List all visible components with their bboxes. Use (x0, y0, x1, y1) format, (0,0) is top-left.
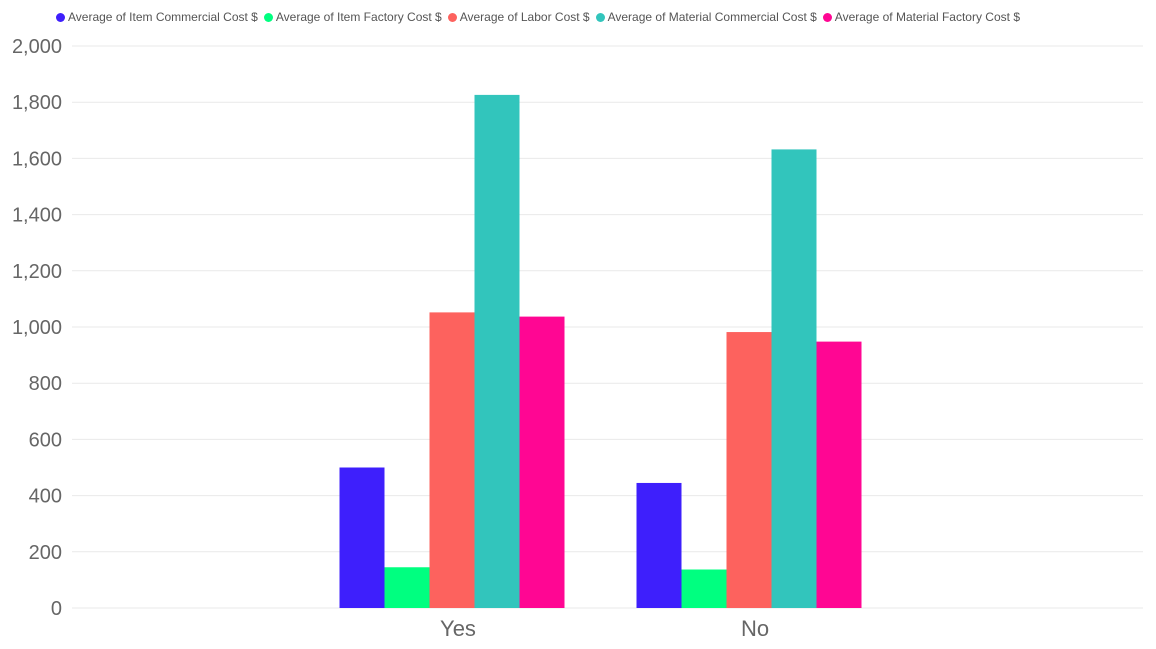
y-tick-label: 200 (29, 542, 62, 564)
y-tick-label: 1,200 (12, 261, 62, 283)
legend-label: Average of Material Commercial Cost $ (607, 10, 817, 24)
bar[interactable] (474, 94, 520, 609)
y-tick-label: 0 (51, 598, 62, 620)
bar[interactable] (429, 312, 475, 608)
legend-item-item-factory-cost[interactable]: Average of Item Factory Cost $ (263, 10, 442, 24)
x-tick-label: Yes (440, 616, 476, 641)
legend-item-material-commercial-cost[interactable]: Average of Material Commercial Cost $ (595, 10, 817, 24)
y-axis-ticks: 0 200 400 600 800 1,000 1,200 1,400 1,600 1,800 2,… (12, 36, 62, 620)
legend-label: Average of Item Commercial Cost $ (68, 10, 258, 24)
bar[interactable] (339, 467, 385, 609)
bar[interactable] (636, 482, 682, 608)
legend-item-labor-cost[interactable]: Average of Labor Cost $ (447, 10, 590, 24)
bar[interactable] (519, 316, 565, 608)
legend-swatch-icon (263, 12, 273, 22)
bar[interactable] (681, 569, 727, 608)
y-tick-label: 1,000 (12, 317, 62, 339)
legend-label: Average of Material Factory Cost $ (834, 10, 1020, 24)
y-tick-label: 800 (29, 373, 62, 395)
bars (339, 94, 862, 609)
x-axis-ticks: Yes No (440, 616, 769, 641)
bar[interactable] (726, 332, 772, 608)
y-tick-label: 1,600 (12, 148, 62, 170)
legend-swatch-icon (447, 12, 457, 22)
bar[interactable] (384, 567, 430, 608)
x-tick-label: No (741, 616, 769, 641)
legend-item-material-factory-cost[interactable]: Average of Material Factory Cost $ (822, 10, 1020, 24)
grid-lines (72, 45, 1143, 609)
bar[interactable] (816, 341, 862, 608)
y-tick-label: 2,000 (12, 36, 62, 58)
legend-swatch-icon (56, 12, 65, 22)
legend-swatch-icon (595, 12, 605, 22)
y-tick-label: 1,800 (12, 92, 62, 114)
bar[interactable] (771, 149, 817, 608)
legend-label: Average of Item Factory Cost $ (275, 10, 442, 24)
chart-legend: Average of Item Commercial Cost $ Averag… (56, 8, 1026, 26)
legend-label: Average of Labor Cost $ (459, 10, 590, 24)
y-tick-label: 600 (29, 429, 62, 451)
legend-item-item-commercial-cost[interactable]: Average of Item Commercial Cost $ (56, 10, 258, 24)
y-tick-label: 1,400 (12, 205, 62, 227)
y-tick-label: 400 (29, 486, 62, 508)
legend-swatch-icon (822, 12, 832, 22)
